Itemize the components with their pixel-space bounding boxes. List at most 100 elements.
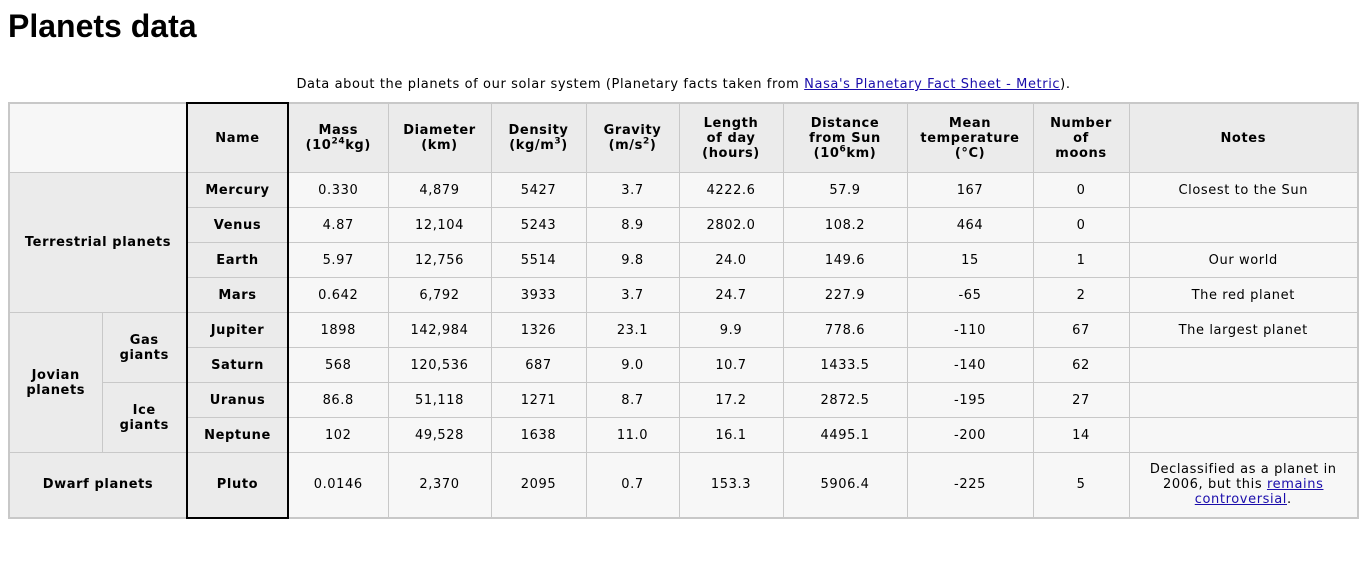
group-gas-giants: Gas giants	[101, 312, 188, 383]
cell-gravity: 8.7	[585, 382, 680, 418]
cell-mass: 0.330	[287, 172, 389, 208]
cell-notes: Declassified as a planet in 2006, but th…	[1128, 452, 1359, 518]
cell-day: 24.0	[678, 242, 784, 278]
cell-temp: 15	[906, 242, 1034, 278]
planet-name: Pluto	[186, 452, 289, 519]
cell-gravity: 23.1	[585, 312, 680, 348]
header-diameter: Diameter (km)	[387, 102, 492, 173]
cell-distance: 108.2	[782, 207, 908, 243]
nasa-fact-sheet-link[interactable]: Nasa's Planetary Fact Sheet - Metric	[804, 77, 1061, 92]
table-row: Saturn 568 120,536 687 9.0 10.7 1433.5 -…	[9, 347, 1359, 383]
table-row: Neptune 102 49,528 1638 11.0 16.1 4495.1…	[9, 417, 1359, 453]
cell-density: 5427	[490, 172, 587, 208]
cell-mass: 1898	[287, 312, 389, 348]
cell-diameter: 2,370	[387, 452, 492, 518]
cell-moons: 62	[1032, 347, 1130, 383]
cell-distance: 5906.4	[782, 452, 908, 518]
group-terrestrial: Terrestrial planets	[8, 172, 188, 313]
planet-name: Jupiter	[186, 312, 289, 348]
cell-density: 1271	[490, 382, 587, 418]
cell-notes	[1128, 417, 1359, 453]
cell-density: 687	[490, 347, 587, 383]
planet-name: Uranus	[186, 382, 289, 418]
cell-notes	[1128, 207, 1359, 243]
planet-name: Earth	[186, 242, 289, 278]
table-row: Dwarf planets Pluto 0.0146 2,370 2095 0.…	[8, 452, 1359, 519]
cell-temp: -140	[906, 347, 1034, 383]
remains-controversial-link[interactable]: remains controversial	[1194, 477, 1324, 508]
cell-moons: 5	[1032, 452, 1130, 518]
cell-gravity: 3.7	[585, 277, 680, 313]
cell-distance: 778.6	[782, 312, 908, 348]
cell-day: 10.7	[678, 347, 784, 383]
cell-diameter: 12,104	[387, 207, 492, 243]
cell-day: 4222.6	[678, 172, 784, 208]
cell-distance: 227.9	[782, 277, 908, 313]
cell-moons: 1	[1032, 242, 1130, 278]
cell-diameter: 51,118	[387, 382, 492, 418]
cell-density: 5243	[490, 207, 587, 243]
cell-gravity: 9.0	[585, 347, 680, 383]
cell-mass: 0.0146	[287, 452, 389, 518]
planet-name: Neptune	[186, 417, 289, 453]
cell-temp: -225	[906, 452, 1034, 518]
cell-diameter: 12,756	[387, 242, 492, 278]
table-caption: Data about the planets of our solar syst…	[296, 77, 1071, 92]
cell-notes: Closest to the Sun	[1128, 172, 1359, 208]
cell-diameter: 6,792	[387, 277, 492, 313]
table-row: Venus 4.87 12,104 5243 8.9 2802.0 108.2 …	[9, 207, 1359, 243]
planet-name: Mars	[186, 277, 289, 313]
table-row: Ice giants Uranus 86.8 51,118 1271 8.7 17…	[9, 382, 1359, 453]
table-row: Terrestrial planets Mercury 0.330 4,879 …	[8, 172, 1359, 313]
header-name: Name	[186, 102, 289, 173]
cell-gravity: 9.8	[585, 242, 680, 278]
planet-name: Mercury	[186, 172, 289, 208]
cell-diameter: 142,984	[387, 312, 492, 348]
cell-density: 1326	[490, 312, 587, 348]
cell-mass: 102	[287, 417, 389, 453]
header-moons: Number of moons	[1032, 102, 1130, 173]
cell-moons: 14	[1032, 417, 1130, 453]
cell-day: 2802.0	[678, 207, 784, 243]
group-jovian: Jovian planets	[8, 312, 103, 453]
cell-temp: -195	[906, 382, 1034, 418]
cell-diameter: 49,528	[387, 417, 492, 453]
cell-temp: 167	[906, 172, 1034, 208]
cell-gravity: 8.9	[585, 207, 680, 243]
cell-gravity: 3.7	[585, 172, 680, 208]
planet-name: Saturn	[186, 347, 289, 383]
cell-temp: -200	[906, 417, 1034, 453]
cell-notes	[1128, 347, 1359, 383]
planet-name: Venus	[186, 207, 289, 243]
cell-density: 3933	[490, 277, 587, 313]
cell-gravity: 11.0	[585, 417, 680, 453]
cell-distance: 1433.5	[782, 347, 908, 383]
table-row: Jovian planets Gas giants Jupiter 1898 142…	[8, 312, 1359, 453]
cell-day: 153.3	[678, 452, 784, 518]
page-title: Planets data	[8, 8, 197, 44]
cell-mass: 0.642	[287, 277, 389, 313]
cell-notes: The red planet	[1128, 277, 1359, 313]
cell-day: 24.7	[678, 277, 784, 313]
cell-density: 1638	[490, 417, 587, 453]
cell-day: 16.1	[678, 417, 784, 453]
cell-gravity: 0.7	[585, 452, 680, 518]
header-distance: Distance from Sun (106km)	[782, 102, 908, 173]
cell-notes	[1128, 382, 1359, 418]
cell-distance: 149.6	[782, 242, 908, 278]
header-length-of-day: Length of day (hours)	[678, 102, 784, 173]
header-gravity: Gravity (m/s2)	[585, 102, 680, 173]
header-blank	[8, 102, 188, 173]
cell-distance: 4495.1	[782, 417, 908, 453]
header-notes: Notes	[1128, 102, 1359, 173]
cell-moons: 0	[1032, 172, 1130, 208]
cell-distance: 57.9	[782, 172, 908, 208]
header-density: Density (kg/m3)	[490, 102, 587, 173]
cell-mass: 86.8	[287, 382, 389, 418]
cell-diameter: 4,879	[387, 172, 492, 208]
header-row: Name Mass (1024kg) Diameter (km) Density (k…	[8, 102, 1359, 173]
header-mass: Mass (1024kg)	[287, 102, 389, 173]
cell-temp: -65	[906, 277, 1034, 313]
cell-notes: Our world	[1128, 242, 1359, 278]
cell-moons: 2	[1032, 277, 1130, 313]
